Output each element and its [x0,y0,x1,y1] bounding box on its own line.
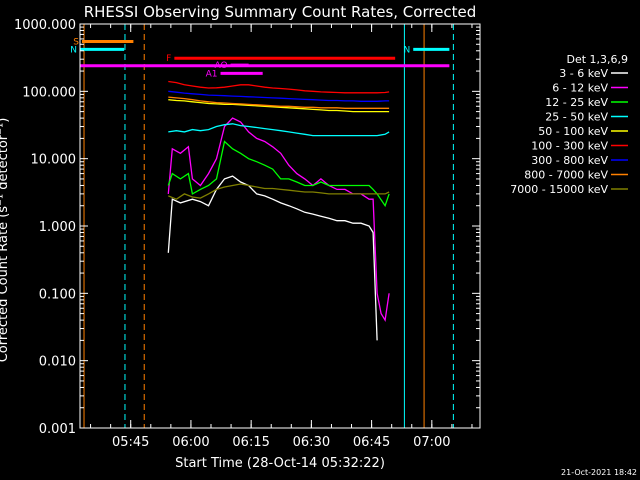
series-line [168,90,390,102]
plot-frame [79,23,481,429]
series-line [168,183,390,200]
chart-title: RHESSI Observing Summary Count Rates, Co… [84,3,477,21]
timestamp: 21-Oct-2021 18:42 [561,468,637,477]
flag-label: AO [214,61,227,71]
legend-label: 6 - 12 keV [552,82,608,95]
series-line [167,140,390,208]
legend-label: 50 - 100 keV [538,125,608,138]
legend-label: 800 - 7000 keV [524,169,608,182]
series-line [168,80,390,94]
y-tick-label: 100.000 [22,85,76,100]
y-ticks: 1000.000 100.000 10.000 1.000 0.100 0.010 0.00… [14,18,480,437]
vertical-markers [83,24,454,428]
x-tick-label: 07:00 [413,435,450,450]
legend-label: 300 - 800 keV [531,154,608,167]
flag-label: A1 [206,69,218,79]
y-tick-label: 1000.000 [14,18,76,33]
series-lines [167,80,390,341]
series-line [168,99,390,113]
legend-title: Det 1,3,6,9 [566,53,628,66]
axes [79,23,481,429]
y-tick-label: 0.010 [39,355,76,370]
y-axis-label: Corrected Count Rate (s⁻¹ detector⁻¹) [0,118,11,363]
x-tick-label: 05:45 [112,435,149,450]
y-tick-label: 10.000 [31,153,77,168]
y-tick-label: 1.000 [39,220,76,235]
legend-label: 25 - 50 keV [545,111,608,124]
series-line [167,117,390,322]
flag-label: F [166,54,171,64]
legend-label: 3 - 6 keV [559,67,608,80]
y-tick-label: 0.100 [39,287,76,302]
flag-label: S [73,37,79,47]
x-tick-label: 06:30 [293,435,330,450]
legend-label: 7000 - 15000 keV [510,183,608,196]
legend-label: 12 - 25 keV [545,96,608,109]
series-line [168,123,390,137]
series-line [167,175,378,341]
flag-label: N [403,45,410,55]
x-tick-label: 06:15 [232,435,269,450]
x-tick-label: 06:00 [172,435,209,450]
x-axis-label: Start Time (28-Oct-14 05:32:22) [175,456,385,471]
series-line [168,96,390,109]
legend-label: 100 - 300 keV [531,140,608,153]
y-tick-label: 0.001 [39,422,76,437]
x-ticks: 05:45 06:00 06:15 06:30 06:45 07:00 [90,24,473,450]
flag-label: N [70,45,77,55]
x-tick-label: 06:45 [353,435,390,450]
